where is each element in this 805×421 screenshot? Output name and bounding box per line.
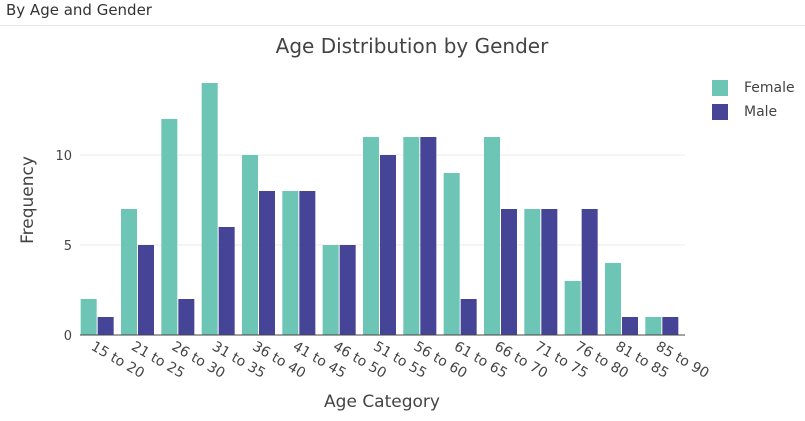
- bar-male-11[interactable]: [541, 209, 558, 335]
- bar-female-14[interactable]: [645, 317, 662, 335]
- bar-female-13[interactable]: [605, 263, 621, 335]
- bar-male-4[interactable]: [259, 191, 275, 335]
- bar-male-1[interactable]: [138, 245, 154, 335]
- panel-header: By Age and Gender: [0, 0, 805, 26]
- bar-male-2[interactable]: [178, 299, 195, 335]
- bar-male-12[interactable]: [581, 209, 598, 335]
- bar-male-9[interactable]: [460, 299, 477, 335]
- legend-item-female[interactable]: Female: [712, 76, 795, 100]
- bar-male-6[interactable]: [339, 245, 356, 335]
- bar-male-14[interactable]: [662, 317, 679, 335]
- bar-female-4[interactable]: [242, 155, 258, 335]
- y-axis-label: Frequency: [18, 156, 38, 244]
- y-tick-label: 5: [64, 239, 72, 254]
- bar-female-3[interactable]: [201, 83, 218, 335]
- bar-female-9[interactable]: [443, 173, 460, 335]
- bar-female-5[interactable]: [282, 191, 299, 335]
- y-tick-label: 10: [55, 149, 72, 164]
- legend-label-female: Female: [744, 80, 795, 96]
- chart-title: Age Distribution by Gender: [276, 34, 549, 58]
- bar-female-11[interactable]: [524, 209, 541, 335]
- bar-female-10[interactable]: [484, 137, 500, 335]
- bar-male-5[interactable]: [299, 191, 316, 335]
- bar-female-0[interactable]: [80, 299, 97, 335]
- legend-item-male[interactable]: Male: [712, 100, 795, 124]
- bar-female-2[interactable]: [161, 119, 178, 335]
- legend-swatch-female: [712, 80, 728, 96]
- bar-male-0[interactable]: [97, 317, 114, 335]
- bar-female-12[interactable]: [564, 281, 581, 335]
- bar-male-8[interactable]: [420, 137, 437, 335]
- bar-male-13[interactable]: [622, 317, 638, 335]
- y-tick-label: 0: [64, 329, 72, 344]
- bars: [80, 83, 679, 335]
- x-axis-label: Age Category: [324, 392, 440, 412]
- bar-male-3[interactable]: [218, 227, 235, 335]
- legend-label-male: Male: [744, 104, 778, 120]
- bar-male-10[interactable]: [501, 209, 517, 335]
- panel-title: By Age and Gender: [6, 1, 152, 19]
- y-axis-ticks: 0 5 10: [55, 149, 72, 344]
- legend: Female Male: [712, 76, 795, 124]
- bar-female-7[interactable]: [363, 137, 379, 335]
- bar-male-7[interactable]: [380, 155, 396, 335]
- bar-female-1[interactable]: [121, 209, 137, 335]
- bar-female-8[interactable]: [403, 137, 420, 335]
- legend-swatch-male: [712, 104, 728, 120]
- bar-female-6[interactable]: [322, 245, 339, 335]
